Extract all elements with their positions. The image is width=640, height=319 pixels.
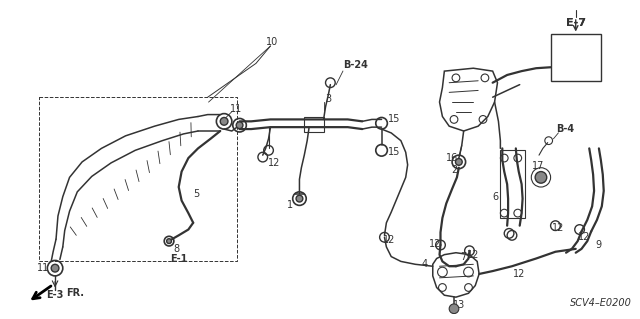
Text: B-24: B-24 xyxy=(343,60,368,70)
Text: FR.: FR. xyxy=(66,288,84,298)
Circle shape xyxy=(166,239,172,243)
Text: 2: 2 xyxy=(451,165,457,174)
Circle shape xyxy=(236,122,243,129)
Text: 9: 9 xyxy=(596,240,602,250)
Bar xyxy=(304,116,324,132)
Text: 12: 12 xyxy=(513,269,525,279)
Text: E-7: E-7 xyxy=(566,18,586,28)
Text: 12: 12 xyxy=(578,232,591,242)
Text: 6: 6 xyxy=(493,192,499,202)
Circle shape xyxy=(535,172,547,183)
Text: E-1: E-1 xyxy=(170,254,188,263)
Text: 11: 11 xyxy=(230,104,242,114)
Text: 16: 16 xyxy=(446,153,458,163)
Text: 12: 12 xyxy=(552,223,564,233)
Circle shape xyxy=(220,117,228,125)
Text: 3: 3 xyxy=(325,94,332,104)
Text: 13: 13 xyxy=(452,300,465,310)
Bar xyxy=(500,150,525,218)
Text: 1: 1 xyxy=(287,200,293,211)
Text: 15: 15 xyxy=(388,147,400,157)
Circle shape xyxy=(51,264,59,272)
Text: SCV4–E0200: SCV4–E0200 xyxy=(570,298,632,308)
Text: 11: 11 xyxy=(37,263,49,273)
Text: 8: 8 xyxy=(173,244,180,254)
Text: 12: 12 xyxy=(467,250,479,260)
Text: 7: 7 xyxy=(461,252,467,262)
Circle shape xyxy=(456,159,462,165)
Text: 4: 4 xyxy=(422,259,428,269)
Text: 10: 10 xyxy=(266,37,278,47)
Text: E-7: E-7 xyxy=(566,18,586,28)
Circle shape xyxy=(449,304,459,314)
Circle shape xyxy=(296,195,303,202)
Text: 12: 12 xyxy=(429,239,441,249)
Text: 5: 5 xyxy=(193,189,199,199)
Text: 12: 12 xyxy=(268,158,280,168)
Bar xyxy=(550,34,601,81)
Text: 17: 17 xyxy=(532,161,544,171)
Text: E-3: E-3 xyxy=(46,290,64,300)
Text: 12: 12 xyxy=(383,235,396,245)
Text: 15: 15 xyxy=(388,115,400,124)
Text: B-4: B-4 xyxy=(556,124,574,134)
